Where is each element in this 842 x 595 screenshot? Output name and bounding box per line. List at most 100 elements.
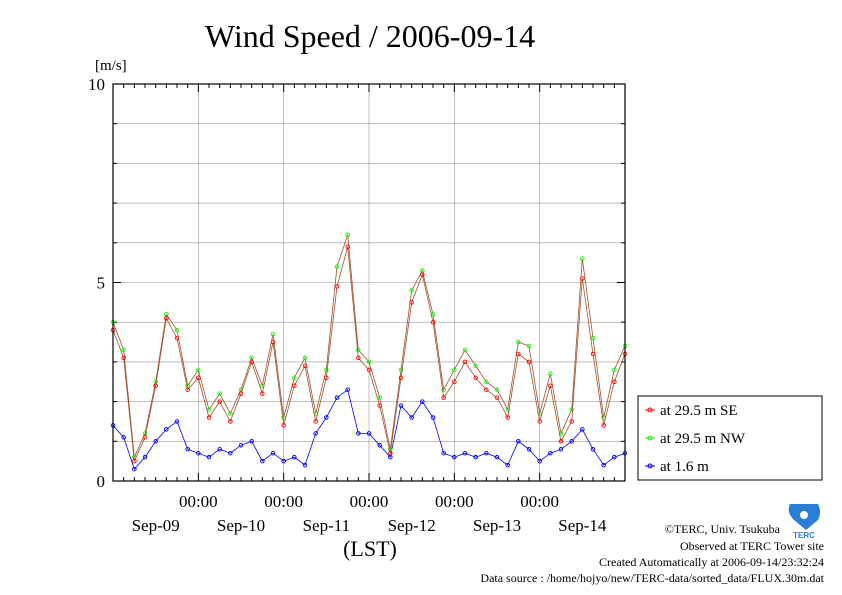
data-point <box>398 375 404 381</box>
data-point <box>121 435 126 440</box>
data-point <box>537 411 542 416</box>
data-point <box>174 335 180 341</box>
data-point <box>206 415 212 420</box>
data-point <box>185 387 190 392</box>
x-time-label: 00:00 <box>520 492 559 511</box>
data-point <box>324 375 329 381</box>
x-axis-ticks: 00:00 00:00 00:00 00:00 00:00 Sep-09 Sep-10 Sep… <box>112 84 626 535</box>
x-time-label: 00:00 <box>264 492 303 511</box>
data-point <box>526 343 532 349</box>
data-point <box>505 415 510 420</box>
data-point <box>462 450 468 456</box>
data-point <box>121 355 126 361</box>
data-point <box>281 458 286 464</box>
credit-copyright: ©TERC, Univ. Tsukuba <box>665 522 781 536</box>
series-line <box>112 246 626 463</box>
x-date-label: Sep-11 <box>303 516 351 535</box>
data-point <box>377 395 382 400</box>
data-point <box>516 339 521 345</box>
data-point <box>142 435 148 440</box>
data-point <box>249 439 254 444</box>
data-point <box>569 419 574 424</box>
data-point <box>366 431 372 436</box>
data-point <box>516 439 521 444</box>
data-point <box>302 355 308 361</box>
data-point <box>612 367 617 373</box>
series-line <box>112 234 626 459</box>
y-tick-label: 0 <box>97 472 106 491</box>
grid-lines <box>113 84 625 481</box>
data-point <box>420 399 425 404</box>
data-point <box>377 443 382 448</box>
y-tick-label: 10 <box>88 75 105 94</box>
data-point <box>313 419 318 424</box>
x-time-label: 00:00 <box>350 492 389 511</box>
data-point <box>409 415 414 420</box>
data-point <box>356 355 361 361</box>
data-point <box>612 379 617 385</box>
data-point <box>302 363 308 369</box>
data-point <box>292 454 297 460</box>
data-point <box>302 462 308 468</box>
data-point <box>398 367 404 373</box>
logo-drop-center <box>800 511 808 519</box>
data-point <box>441 450 446 456</box>
data-point <box>494 454 500 460</box>
data-point <box>526 446 532 452</box>
x-date-label: Sep-12 <box>388 516 436 535</box>
data-point <box>558 439 564 444</box>
credit-created: Created Automatically at 2006-09-14/23:3… <box>599 555 824 569</box>
series-line <box>112 389 626 470</box>
data-point <box>345 232 350 238</box>
legend-item-se: at 29.5 m SE <box>645 403 738 419</box>
data-point <box>356 347 361 353</box>
y-axis-unit-label: [m/s] <box>95 58 127 74</box>
data-point <box>313 431 318 436</box>
data-point <box>505 462 510 468</box>
data-point <box>558 446 564 452</box>
data-point <box>153 439 158 444</box>
data-point <box>260 391 265 396</box>
data-point <box>473 454 478 460</box>
data-point <box>601 423 606 428</box>
data-point <box>462 359 468 365</box>
terc-logo: TERC <box>788 504 820 540</box>
data-point <box>249 359 254 365</box>
data-point <box>228 419 233 424</box>
legend-label-nw: at 29.5 m NW <box>660 431 746 447</box>
data-point <box>238 443 244 448</box>
data-point <box>580 427 585 432</box>
x-time-label: 00:00 <box>179 492 218 511</box>
data-point <box>132 466 137 472</box>
data-point <box>142 454 148 460</box>
data-point <box>569 407 574 412</box>
data-point <box>590 446 596 452</box>
data-point <box>377 403 382 408</box>
data-point <box>494 395 500 400</box>
data-point <box>548 450 553 456</box>
data-point <box>420 272 425 277</box>
data-point <box>164 427 169 432</box>
legend: at 29.5 m SE at 29.5 m NW at 1.6 m <box>637 395 823 481</box>
data-point <box>505 407 510 412</box>
data-point <box>196 375 201 381</box>
data-point <box>164 315 169 321</box>
data-point <box>217 399 222 404</box>
y-axis-ticks: 0 5 10 <box>88 75 625 491</box>
data-point <box>270 331 276 337</box>
data-point <box>537 458 542 464</box>
data-point <box>206 454 212 460</box>
data-point <box>217 391 222 396</box>
x-date-label: Sep-10 <box>217 516 265 535</box>
data-point <box>356 431 361 436</box>
data-point <box>366 367 372 373</box>
data-point <box>452 367 457 373</box>
data-point <box>441 395 446 400</box>
data-point <box>366 359 372 365</box>
data-point <box>334 284 340 289</box>
data-point <box>452 454 457 460</box>
data-point <box>292 375 297 381</box>
data-point <box>324 415 329 420</box>
x-time-label: 00:00 <box>435 492 474 511</box>
